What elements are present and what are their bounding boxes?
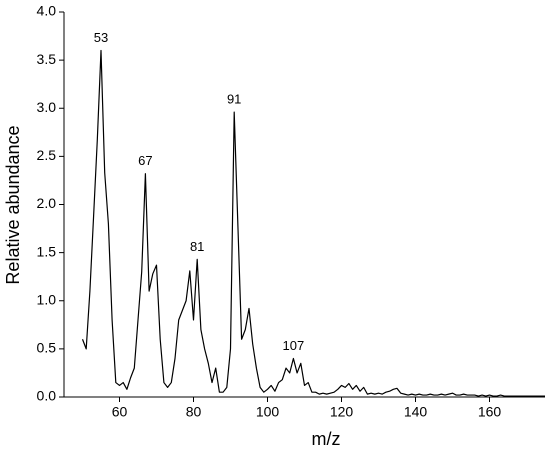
y-tick-label: 0.5 (37, 340, 57, 356)
x-tick-label: 140 (404, 404, 428, 420)
y-tick-label: 3.0 (37, 99, 57, 115)
y-tick-label: 3.5 (37, 51, 57, 67)
y-tick-label: 2.5 (37, 147, 57, 163)
spectrum-line (81, 49, 545, 397)
peak-label: 81 (190, 239, 204, 254)
peak-label: 107 (283, 338, 305, 353)
y-axis-label: Relative abundance (3, 125, 23, 284)
y-tick-label: 2.0 (37, 195, 57, 211)
y-tick-label: 0.0 (37, 388, 57, 404)
peak-label: 91 (227, 92, 241, 107)
peak-label: 67 (138, 153, 152, 168)
x-tick-label: 60 (112, 404, 128, 420)
x-tick-label: 120 (330, 404, 354, 420)
x-tick-label: 80 (186, 404, 202, 420)
y-tick-label: 1.5 (37, 243, 57, 259)
x-tick-label: 100 (256, 404, 280, 420)
x-tick-label: 160 (478, 404, 502, 420)
y-tick-label: 4.0 (37, 3, 57, 19)
peak-label: 53 (94, 30, 108, 45)
x-axis-label: m/z (312, 429, 341, 449)
y-tick-label: 1.0 (37, 291, 57, 307)
